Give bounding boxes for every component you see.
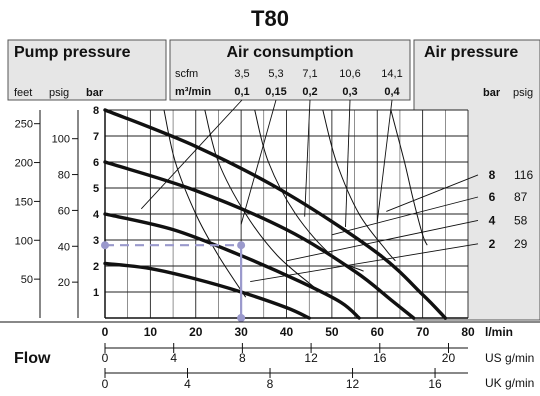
- x-tick-label: 70: [416, 325, 430, 339]
- y-tick-label: 8: [93, 105, 99, 117]
- legend-bar-value: 8: [489, 168, 496, 182]
- legend-leader-line: [286, 219, 479, 262]
- y-tick-label: 2: [93, 261, 99, 273]
- pump-curve-8-bar: [103, 108, 447, 320]
- pump-curve-6-bar: [103, 160, 416, 320]
- example-point-marker: [101, 241, 109, 250]
- right-bar-unit-label: bar: [483, 87, 501, 99]
- scfm-value: 10,6: [339, 68, 360, 80]
- pump-pressure-heading: Pump pressure: [14, 44, 131, 61]
- m3-value: 0,15: [265, 86, 286, 98]
- right-psig-unit-label: psig: [513, 87, 533, 99]
- legend-psig-value: 87: [514, 190, 528, 204]
- legend-leader-line: [250, 243, 479, 283]
- legend-leader-line: [386, 174, 479, 212]
- x-tick-label: 0: [102, 325, 109, 339]
- pump-pressure-panel: [7, 39, 167, 101]
- m3-value: 0,3: [342, 86, 357, 98]
- uk-gpm-tick-label: 12: [346, 377, 360, 391]
- m3-value: 0,4: [384, 86, 400, 98]
- uk-gpm-tick-label: 8: [267, 377, 274, 391]
- legend-bar-value: 6: [489, 190, 496, 204]
- psig-unit-label: psig: [49, 87, 69, 99]
- scfm-label: scfm: [175, 68, 198, 80]
- air-consumption-curve: [163, 109, 247, 298]
- m3-value: 0,2: [302, 86, 317, 98]
- x-tick-label: 20: [189, 325, 203, 339]
- legend-bar-value: 2: [489, 237, 496, 251]
- legend-psig-value: 58: [514, 213, 528, 227]
- air-consumption-curve: [204, 109, 315, 288]
- us-gpm-tick-label: 12: [304, 351, 318, 365]
- scfm-value: 7,1: [302, 68, 317, 80]
- air-consumption-leader: [240, 99, 277, 225]
- feet-tick-label: 200: [15, 158, 33, 170]
- us-gpm-tick-label: 4: [170, 351, 177, 365]
- scfm-value: 14,1: [381, 68, 402, 80]
- us-gpm-tick-label: 0: [102, 351, 109, 365]
- example-point-marker: [237, 314, 246, 322]
- x-tick-label: 10: [144, 325, 158, 339]
- y-tick-label: 1: [93, 287, 99, 299]
- feet-tick-label: 100: [15, 235, 33, 247]
- us-gpm-tick-label: 8: [239, 351, 246, 365]
- m3-value: 0,1: [234, 86, 249, 98]
- air-consumption-heading: Air consumption: [226, 44, 353, 61]
- psig-tick-label: 60: [58, 205, 70, 217]
- us-gpm-tick-label: 16: [373, 351, 387, 365]
- feet-tick-label: 250: [15, 119, 33, 131]
- us-gpm-tick-label: 20: [442, 351, 456, 365]
- x-tick-label: 30: [234, 325, 248, 339]
- chart-title: T80: [251, 6, 289, 31]
- scfm-value: 5,3: [268, 68, 283, 80]
- air-consumption-leader: [304, 99, 311, 217]
- lpm-unit-label: l/min: [485, 325, 513, 339]
- y-tick-label: 3: [93, 235, 99, 247]
- legend-psig-value: 29: [514, 237, 528, 251]
- uk-gpm-tick-label: 16: [428, 377, 442, 391]
- uk-gpm-tick-label: 0: [102, 377, 109, 391]
- feet-tick-label: 50: [21, 274, 33, 286]
- bar-unit-label: bar: [86, 87, 104, 99]
- m3-label: m³/min: [175, 86, 211, 98]
- air-consumption-curve: [322, 109, 396, 262]
- x-tick-label: 40: [280, 325, 294, 339]
- psig-tick-label: 20: [58, 277, 70, 289]
- y-tick-label: 6: [93, 157, 99, 169]
- uk-gpm-unit-label: UK g/min: [485, 376, 534, 390]
- y-tick-label: 4: [93, 209, 100, 221]
- uk-gpm-tick-label: 4: [184, 377, 191, 391]
- psig-tick-label: 80: [58, 170, 70, 182]
- flow-label: Flow: [14, 350, 51, 367]
- feet-tick-label: 150: [15, 196, 33, 208]
- psig-tick-label: 40: [58, 241, 70, 253]
- y-tick-label: 5: [93, 183, 99, 195]
- us-gpm-unit-label: US g/min: [485, 351, 534, 365]
- legend-psig-value: 116: [514, 168, 533, 182]
- psig-tick-label: 100: [52, 134, 70, 146]
- pump-curve-2-bar: [103, 261, 311, 320]
- pump-curve-4-bar: [103, 212, 361, 320]
- air-pressure-heading: Air pressure: [424, 44, 518, 61]
- air-consumption-panel: [169, 39, 411, 101]
- air-consumption-leader: [140, 99, 243, 210]
- legend-leader-line: [331, 196, 479, 236]
- y-tick-label: 7: [93, 131, 99, 143]
- example-point-marker: [237, 241, 246, 250]
- air-consumption-leader: [345, 99, 351, 228]
- feet-unit-label: feet: [14, 87, 32, 99]
- air-consumption-leader: [376, 99, 393, 222]
- legend-bar-value: 4: [489, 213, 496, 227]
- x-tick-label: 80: [461, 325, 475, 339]
- scfm-value: 3,5: [234, 68, 249, 80]
- x-tick-label: 60: [371, 325, 385, 339]
- x-tick-label: 50: [325, 325, 339, 339]
